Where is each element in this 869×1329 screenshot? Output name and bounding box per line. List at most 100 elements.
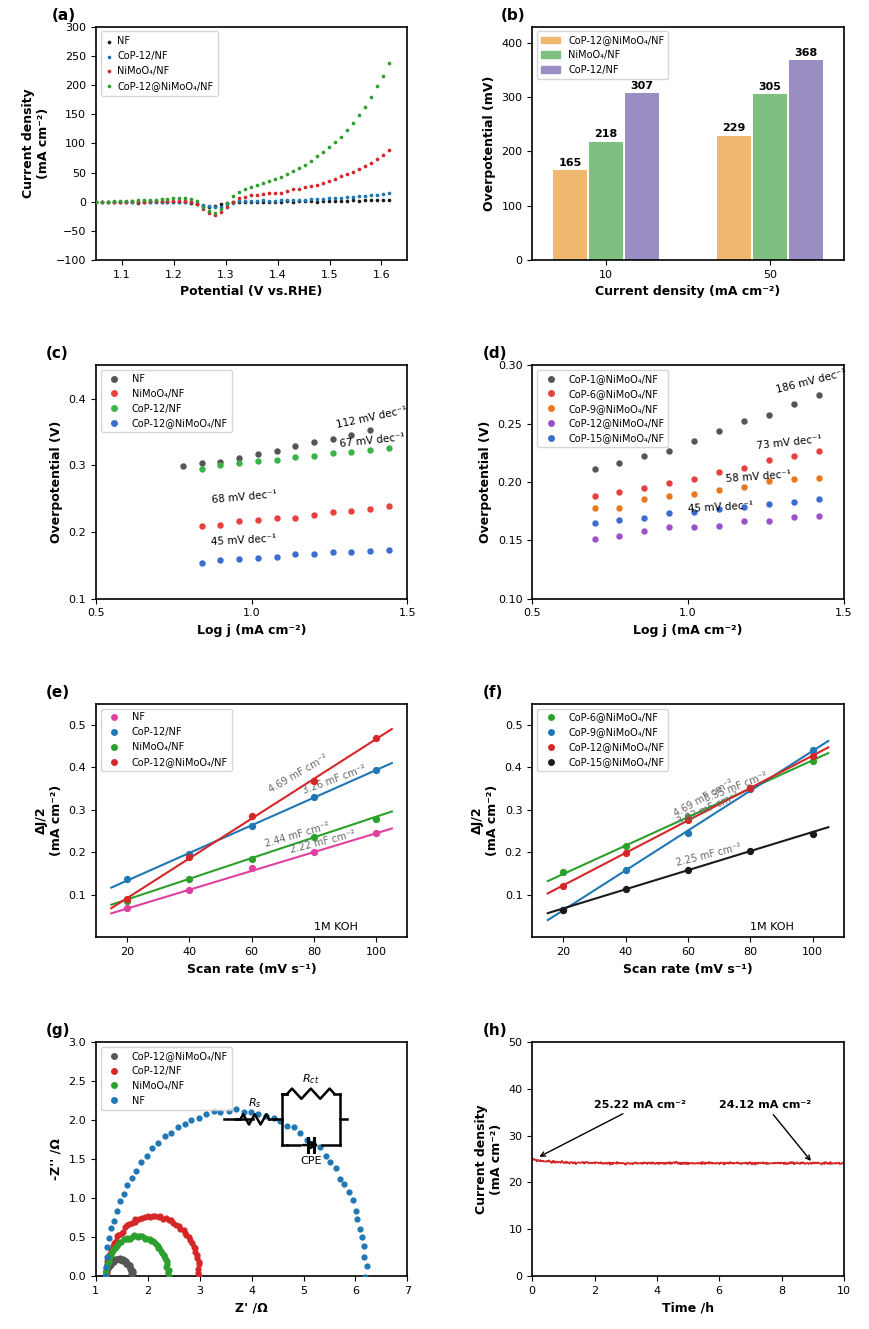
Y-axis label: Overpotential (V): Overpotential (V)	[50, 421, 63, 544]
Point	[811, 384, 825, 405]
Point	[250, 509, 264, 530]
Point	[612, 481, 626, 502]
NiMoO₄/NF	[357, 155, 371, 177]
NF	[280, 191, 294, 213]
NiMoO₄/NF	[178, 190, 192, 211]
X-axis label: Time /h: Time /h	[661, 1301, 713, 1314]
NiMoO₄/NF	[166, 190, 180, 211]
X-axis label: Scan rate (mV s⁻¹): Scan rate (mV s⁻¹)	[622, 962, 752, 975]
Text: 305: 305	[758, 82, 780, 92]
CoP-12/NF	[178, 1221, 192, 1243]
NiMoO₄/NF	[369, 148, 383, 169]
CoP-12/NF	[100, 1251, 114, 1272]
CoP-12/NF	[192, 1253, 206, 1275]
NiMoO₄/NF	[151, 1237, 165, 1259]
Point	[761, 493, 775, 514]
CoP-12@NiMoO₄/NF	[136, 190, 150, 211]
NF	[360, 1256, 374, 1277]
NiMoO₄/NF	[113, 1232, 127, 1253]
CoP-12@NiMoO₄/NF	[381, 52, 395, 73]
Legend: NF, NiMoO₄/NF, CoP-12/NF, CoP-12@NiMoO₄/NF: NF, NiMoO₄/NF, CoP-12/NF, CoP-12@NiMoO₄/…	[101, 369, 231, 432]
NF	[355, 1225, 369, 1247]
CoP-12/NF	[298, 189, 312, 210]
CoP-12/NF	[145, 1205, 159, 1227]
Point	[232, 452, 246, 473]
Point	[362, 420, 376, 441]
CoP-12@NiMoO₄/NF	[315, 142, 329, 163]
X-axis label: Z' /Ω: Z' /Ω	[235, 1301, 268, 1314]
CoP-12@NiMoO₄/NF	[103, 1253, 116, 1275]
X-axis label: Potential (V vs.RHE): Potential (V vs.RHE)	[180, 286, 322, 299]
NiMoO₄/NF	[209, 205, 222, 226]
Point	[325, 443, 339, 464]
CoP-12/NF	[109, 1231, 123, 1252]
CoP-12@NiMoO₄/NF	[124, 1259, 138, 1280]
CoP-12@NiMoO₄/NF	[117, 1249, 131, 1271]
Point	[182, 844, 196, 865]
CoP-12/NF	[101, 191, 115, 213]
Legend: CoP-12@NiMoO₄/NF, CoP-12/NF, NiMoO₄/NF, NF: CoP-12@NiMoO₄/NF, CoP-12/NF, NiMoO₄/NF, …	[101, 1047, 231, 1110]
CoP-12/NF	[155, 191, 169, 213]
NF	[357, 1247, 371, 1268]
CoP-12@NiMoO₄/NF	[121, 1253, 135, 1275]
NF	[322, 190, 335, 211]
Point	[556, 900, 570, 921]
Point	[556, 900, 570, 921]
Point	[680, 860, 694, 881]
CoP-12/NF	[143, 191, 156, 213]
Point	[250, 451, 264, 472]
CoP-12@NiMoO₄/NF	[280, 163, 294, 185]
CoP-12/NF	[304, 189, 318, 210]
Point	[232, 549, 246, 570]
CoP-12/NF	[280, 189, 294, 210]
NiMoO₄/NF	[363, 152, 377, 173]
Text: (b): (b)	[501, 8, 525, 23]
Point	[244, 816, 258, 837]
CoP-12/NF	[122, 1213, 136, 1235]
NF	[207, 1100, 221, 1122]
NiMoO₄/NF	[172, 190, 186, 211]
NiMoO₄/NF	[322, 170, 335, 191]
NF	[256, 191, 270, 213]
CoP-12/NF	[118, 191, 132, 213]
Point	[307, 827, 321, 848]
NiMoO₄/NF	[102, 1249, 116, 1271]
CoP-12/NF	[100, 1263, 114, 1284]
NF	[184, 1110, 198, 1131]
CoP-12/NF	[188, 1237, 202, 1259]
Text: (a): (a)	[52, 8, 76, 23]
CoP-12@NiMoO₄/NF	[107, 1251, 121, 1272]
Point	[269, 440, 283, 461]
CoP-12@NiMoO₄/NF	[262, 170, 275, 191]
NF	[250, 191, 264, 213]
CoP-12/NF	[182, 1227, 196, 1248]
CoP-12/NF	[226, 193, 240, 214]
Point	[743, 777, 757, 799]
NF	[309, 191, 323, 213]
CoP-12@NiMoO₄/NF	[110, 1248, 124, 1269]
Text: 58 mV dec⁻¹: 58 mV dec⁻¹	[725, 469, 791, 484]
CoP-12/NF	[105, 1236, 119, 1257]
NiMoO₄/NF	[141, 1228, 155, 1249]
CoP-12/NF	[135, 1207, 149, 1228]
CoP-12/NF	[156, 1208, 170, 1229]
CoP-12/NF	[151, 1207, 165, 1228]
NF	[129, 1160, 143, 1181]
Point	[680, 809, 694, 831]
CoP-12@NiMoO₄/NF	[107, 190, 121, 211]
NiMoO₄/NF	[89, 191, 103, 213]
Text: 45 mV dec⁻¹: 45 mV dec⁻¹	[687, 501, 753, 514]
CoP-12@NiMoO₄/NF	[346, 112, 360, 133]
Point	[761, 510, 775, 532]
CoP-12/NF	[346, 186, 360, 207]
X-axis label: Scan rate (mV s⁻¹): Scan rate (mV s⁻¹)	[187, 962, 316, 975]
Point	[805, 746, 819, 767]
Point	[182, 868, 196, 889]
CoP-12@NiMoO₄/NF	[298, 154, 312, 175]
Point	[637, 489, 651, 510]
NiMoO₄/NF	[111, 1233, 125, 1255]
CoP-12@NiMoO₄/NF	[126, 1263, 140, 1284]
NF	[348, 1200, 362, 1221]
NF	[259, 1106, 273, 1127]
CoP-12/NF	[128, 1211, 142, 1232]
